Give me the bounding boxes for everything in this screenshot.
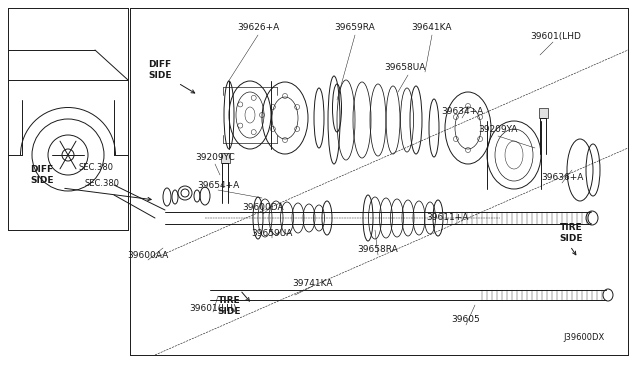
Text: SEC.380: SEC.380 xyxy=(84,179,120,187)
Text: J39600DX: J39600DX xyxy=(563,334,605,343)
Text: 39659UA: 39659UA xyxy=(252,228,292,237)
Text: 39600DA: 39600DA xyxy=(242,203,284,212)
Text: 39659RA: 39659RA xyxy=(335,23,376,32)
Text: 39601(LH): 39601(LH) xyxy=(189,304,237,312)
Text: 39611+A: 39611+A xyxy=(426,214,468,222)
Text: 39654+A: 39654+A xyxy=(197,180,239,189)
Text: 39741KA: 39741KA xyxy=(292,279,333,288)
Text: DIFF
SIDE: DIFF SIDE xyxy=(30,165,54,185)
Text: 39626+A: 39626+A xyxy=(237,23,279,32)
Text: 39641KA: 39641KA xyxy=(412,23,452,32)
Text: 39209YA: 39209YA xyxy=(478,125,518,135)
Text: 39658RA: 39658RA xyxy=(358,246,398,254)
Text: SEC.380: SEC.380 xyxy=(79,164,113,173)
Text: 39605: 39605 xyxy=(452,315,481,324)
Bar xyxy=(221,153,230,163)
Text: 39600AA: 39600AA xyxy=(127,250,168,260)
Bar xyxy=(539,108,548,118)
Text: DIFF
SIDE: DIFF SIDE xyxy=(148,60,172,80)
Text: 39636+A: 39636+A xyxy=(541,173,583,183)
Text: 39601(LHD: 39601(LHD xyxy=(531,32,581,41)
Text: TIRE
SIDE: TIRE SIDE xyxy=(559,223,583,243)
Text: 39634+A: 39634+A xyxy=(441,108,483,116)
Text: TIRE
SIDE: TIRE SIDE xyxy=(217,296,241,316)
Text: 39658UA: 39658UA xyxy=(384,64,426,73)
Text: 39209YC: 39209YC xyxy=(195,154,235,163)
